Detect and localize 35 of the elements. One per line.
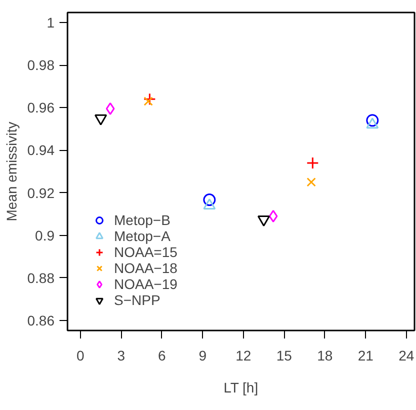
point: [258, 215, 270, 226]
y-axis-title: Mean emissivity: [3, 122, 20, 222]
legend-label: Metop−A: [114, 228, 170, 244]
point: [306, 156, 319, 170]
y-tick-label: 0.9: [35, 227, 55, 244]
y-tick-label: 0.96: [27, 100, 55, 116]
legend-label: Metop−B: [114, 212, 170, 228]
y-tick-label: 0.86: [27, 312, 55, 328]
point: [366, 118, 379, 129]
point: [366, 114, 379, 127]
legend-label: S−NPP: [114, 292, 160, 308]
point: [306, 178, 316, 187]
legend-label: NOAA=15: [114, 244, 178, 260]
point: [144, 96, 153, 106]
y-tick-label: 0.94: [27, 142, 55, 158]
point: [106, 102, 115, 115]
x-tick-label: 12: [236, 348, 252, 364]
point: [143, 92, 156, 106]
x-tick-label: 9: [198, 348, 207, 364]
x-tick-label: 0: [76, 348, 85, 364]
x-tick-label: 24: [398, 348, 414, 364]
y-tick-label: 0.88: [27, 270, 55, 286]
point: [268, 210, 278, 222]
y-tick-label: 0.92: [27, 184, 55, 201]
x-axis-title: LT [h]: [224, 380, 258, 396]
x-tick-label: 3: [117, 348, 126, 364]
x-tick-label: 18: [317, 348, 333, 364]
y-tick-label: 1: [46, 14, 55, 31]
x-tick-label: 15: [276, 348, 292, 364]
point: [203, 194, 216, 206]
legend-label: NOAA−18: [114, 260, 178, 276]
x-tick-label: 21: [358, 348, 374, 364]
x-tick-label: 6: [158, 348, 166, 364]
legend-label: NOAA−19: [114, 276, 178, 292]
y-tick-label: 0.98: [27, 57, 55, 74]
